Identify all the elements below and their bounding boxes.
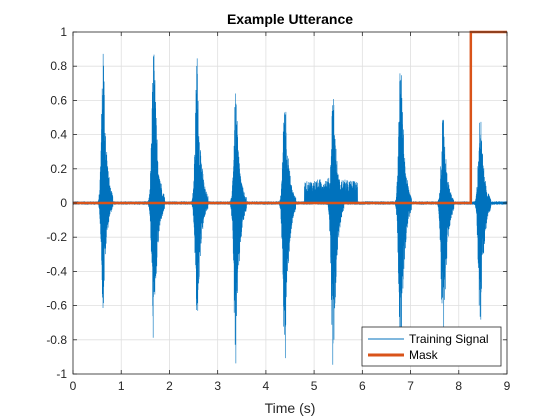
y-tick-label: 0.2 — [50, 162, 67, 176]
x-tick-label: 3 — [214, 379, 221, 393]
x-tick-label: 2 — [166, 379, 173, 393]
y-tick-label: -0.2 — [46, 230, 67, 244]
x-tick-label: 7 — [407, 379, 414, 393]
x-tick-label: 1 — [118, 379, 125, 393]
y-tick-label: 0.6 — [50, 93, 67, 107]
ticks: 0 1 2 3 4 5 6 7 8 9 1 0.8 0.6 0.4 0.2 0 -0.2 -0.4 -0.6 -0.8… — [46, 25, 510, 393]
y-tick-label: -1 — [56, 367, 67, 381]
y-tick-label: 0.4 — [50, 128, 67, 142]
x-tick-label: 5 — [311, 379, 318, 393]
legend-label-training-signal: Training Signal — [409, 332, 489, 346]
chart-title: Example Utterance — [227, 11, 353, 27]
x-axis-label: Time (s) — [265, 400, 316, 416]
legend: Training Signal Mask — [361, 326, 502, 367]
x-tick-label: 4 — [263, 379, 270, 393]
y-tick-label: -0.6 — [46, 299, 67, 313]
y-tick-label: 0 — [60, 196, 67, 210]
x-tick-label: 0 — [70, 379, 77, 393]
legend-box — [361, 326, 502, 367]
x-tick-label: 6 — [359, 379, 366, 393]
y-tick-label: 0.8 — [50, 59, 67, 73]
y-tick-label: -0.8 — [46, 333, 67, 347]
legend-label-mask: Mask — [409, 348, 439, 362]
x-tick-label: 9 — [504, 379, 511, 393]
x-tick-label: 8 — [455, 379, 462, 393]
y-tick-label: 1 — [60, 25, 67, 39]
y-tick-label: -0.4 — [46, 264, 67, 278]
